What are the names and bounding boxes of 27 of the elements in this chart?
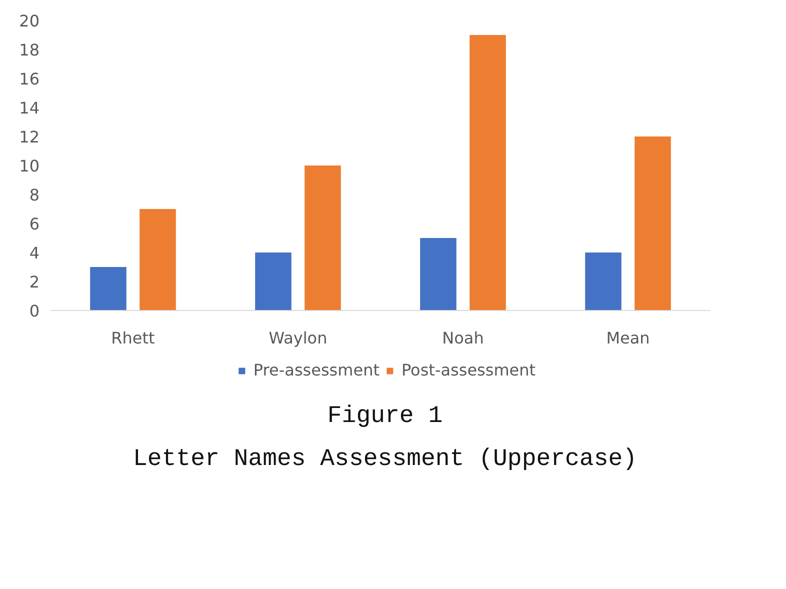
bar bbox=[634, 136, 671, 310]
bar bbox=[585, 252, 622, 310]
y-tick-label: 2 bbox=[29, 272, 40, 292]
x-tick-label: Mean bbox=[606, 328, 650, 348]
legend-label: Post-assessment bbox=[401, 360, 536, 380]
x-tick-label: Rhett bbox=[111, 328, 155, 348]
bar bbox=[140, 209, 176, 310]
y-tick-label: 8 bbox=[29, 186, 40, 204]
bar bbox=[304, 166, 341, 310]
y-tick-label: 14 bbox=[19, 98, 40, 118]
legend-label: Pre-assessment bbox=[253, 360, 380, 380]
y-tick-label: 20 bbox=[19, 12, 40, 30]
bar bbox=[90, 267, 126, 310]
x-tick-label: Noah bbox=[442, 328, 484, 348]
y-tick-label: 12 bbox=[19, 128, 40, 146]
bar bbox=[420, 238, 456, 310]
y-tick-label: 18 bbox=[19, 40, 40, 60]
y-tick-label: 4 bbox=[29, 244, 40, 262]
text: Letter Names Assessment (Uppercase) bbox=[132, 445, 638, 476]
y-tick-label: 16 bbox=[19, 70, 40, 88]
x-tick-label: Waylon bbox=[268, 328, 328, 348]
y-tick-label: 10 bbox=[19, 156, 40, 176]
text: Figure 1 bbox=[327, 402, 443, 432]
y-tick-label: 6 bbox=[29, 214, 40, 234]
bar bbox=[255, 252, 292, 310]
bar bbox=[470, 35, 506, 310]
y-tick-label: 0 bbox=[29, 302, 40, 320]
